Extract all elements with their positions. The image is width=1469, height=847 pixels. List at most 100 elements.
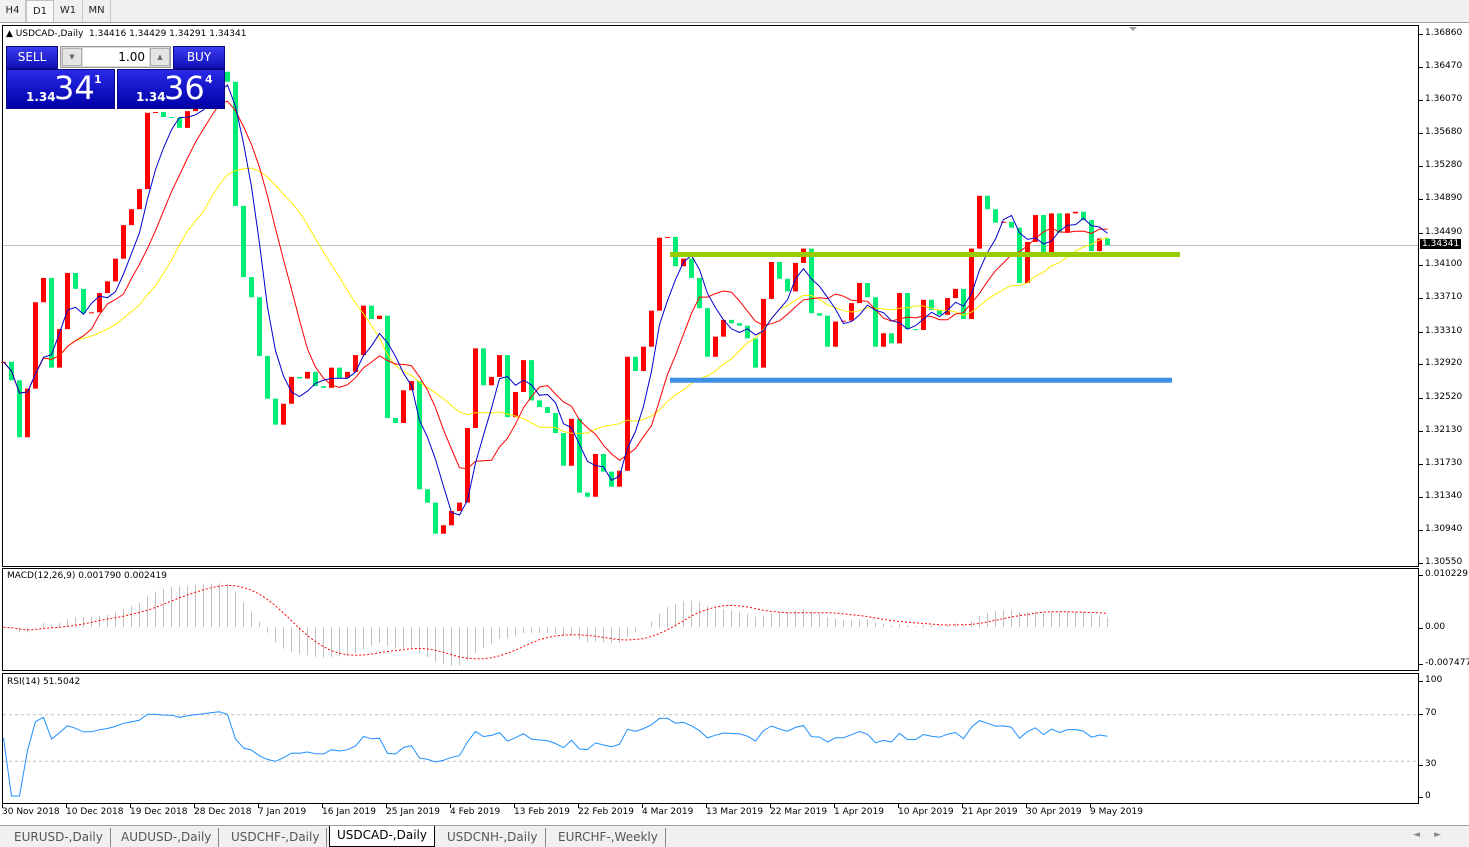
candle	[585, 492, 590, 497]
candle	[129, 209, 134, 226]
candle	[825, 315, 830, 347]
sell-price-prefix: 1.34	[26, 90, 56, 104]
candle	[281, 403, 286, 425]
candle	[169, 116, 174, 118]
candle	[225, 71, 230, 82]
decrease-quantity-button[interactable]: ▼	[62, 48, 82, 66]
current-price-label: 1.34341	[1420, 239, 1462, 250]
increase-quantity-button[interactable]: ▲	[150, 48, 170, 66]
macd-pane[interactable]	[2, 568, 1419, 671]
macd-tick: 0.00	[1419, 622, 1445, 632]
candle	[737, 323, 742, 326]
candle	[777, 262, 782, 279]
candle	[857, 282, 862, 304]
timeframe-w1[interactable]: W1	[54, 0, 83, 22]
candle	[593, 454, 598, 497]
collapse-triangle-icon[interactable]: ▲	[6, 29, 13, 39]
candle	[305, 371, 310, 379]
date-tick: 1 Apr 2019	[834, 804, 884, 817]
candle	[769, 262, 774, 299]
candle	[577, 418, 582, 493]
timeframe-h4[interactable]: H4	[0, 0, 26, 22]
candle	[257, 297, 262, 356]
date-tick: 22 Mar 2019	[770, 804, 828, 817]
price-tick: 1.35280	[1419, 160, 1462, 170]
candle	[1025, 241, 1030, 283]
candle	[81, 288, 86, 314]
buy-price-big: 36	[164, 69, 205, 107]
candle	[625, 356, 630, 471]
candle	[377, 315, 382, 320]
candle	[57, 329, 62, 368]
candle	[337, 367, 342, 378]
price-tick: 1.32130	[1419, 425, 1462, 435]
candle	[865, 282, 870, 298]
candle	[1065, 213, 1070, 233]
candle	[1073, 211, 1078, 214]
candle	[185, 111, 190, 128]
scroll-left-icon[interactable]: ◄	[1413, 830, 1435, 840]
date-tick: 10 Dec 2018	[66, 804, 124, 817]
candle	[961, 288, 966, 320]
candle	[1081, 211, 1086, 221]
candle	[113, 258, 118, 282]
tab-usdcnh[interactable]: USDCNH-,Daily	[440, 828, 546, 847]
buy-button[interactable]: BUY	[173, 46, 225, 69]
candle	[1097, 238, 1102, 252]
price-tick: 1.31340	[1419, 491, 1462, 501]
tab-eurusd[interactable]: EURUSD-,Daily	[7, 828, 111, 847]
price-axis: 1.36860 1.36470 1.36070 1.35680 1.35280 1.348…	[1419, 0, 1469, 567]
timeframe-mn[interactable]: MN	[83, 0, 111, 22]
candle	[697, 277, 702, 309]
candle	[273, 398, 278, 425]
candle	[505, 355, 510, 418]
rsi-tick: 70	[1419, 708, 1436, 718]
candle	[385, 315, 390, 418]
rsi-tick: 30	[1419, 759, 1436, 769]
candle	[753, 338, 758, 368]
tab-audusd[interactable]: AUDUSD-,Daily	[114, 828, 220, 847]
candle	[361, 305, 366, 356]
buy-price-prefix: 1.34	[136, 90, 166, 104]
buy-price[interactable]: 1.34 36 4	[117, 69, 225, 109]
date-tick: 22 Feb 2019	[578, 804, 635, 817]
sell-price[interactable]: 1.34 34 1	[6, 69, 115, 109]
candle	[1009, 221, 1014, 228]
candle	[673, 236, 678, 267]
price-tick: 1.32520	[1419, 392, 1462, 402]
candle	[929, 299, 934, 310]
candle	[657, 237, 662, 311]
tab-eurchf[interactable]: EURCHF-,Weekly	[551, 828, 666, 847]
rsi-tick: 100	[1419, 675, 1442, 685]
tab-usdchf[interactable]: USDCHF-,Daily	[224, 828, 328, 847]
candle	[713, 336, 718, 357]
sell-button[interactable]: SELL	[6, 46, 58, 69]
candle	[25, 388, 30, 438]
date-axis: 30 Nov 2018 10 Dec 2018 19 Dec 2018 28 Dec …	[0, 804, 1419, 822]
candle	[889, 333, 894, 344]
candle	[153, 111, 158, 113]
candle	[177, 117, 182, 128]
price-tick: 1.36070	[1419, 94, 1462, 104]
scroll-right-icon[interactable]: ►	[1434, 830, 1455, 840]
date-tick: 19 Dec 2018	[130, 804, 188, 817]
price-tick: 1.30940	[1419, 524, 1462, 534]
candle	[433, 502, 438, 534]
quantity-input[interactable]	[83, 48, 149, 66]
candle	[897, 293, 902, 344]
candle	[841, 320, 846, 322]
timeframe-d1[interactable]: D1	[26, 0, 54, 22]
candle	[425, 489, 430, 503]
candle	[785, 278, 790, 292]
date-tick: 30 Apr 2019	[1026, 804, 1082, 817]
macd-tick: -0.007477	[1419, 658, 1469, 668]
price-tick: 1.34490	[1419, 227, 1462, 237]
candle	[49, 277, 54, 368]
quantity-stepper[interactable]: ▼ ▲	[60, 46, 171, 68]
date-tick: 7 Jan 2019	[258, 804, 307, 817]
macd-signal-line	[3, 584, 1108, 660]
tab-usdcad[interactable]: USDCAD-,Daily	[329, 826, 435, 847]
candle	[969, 248, 974, 320]
rsi-pane[interactable]	[2, 673, 1419, 804]
support-line	[670, 377, 1172, 383]
